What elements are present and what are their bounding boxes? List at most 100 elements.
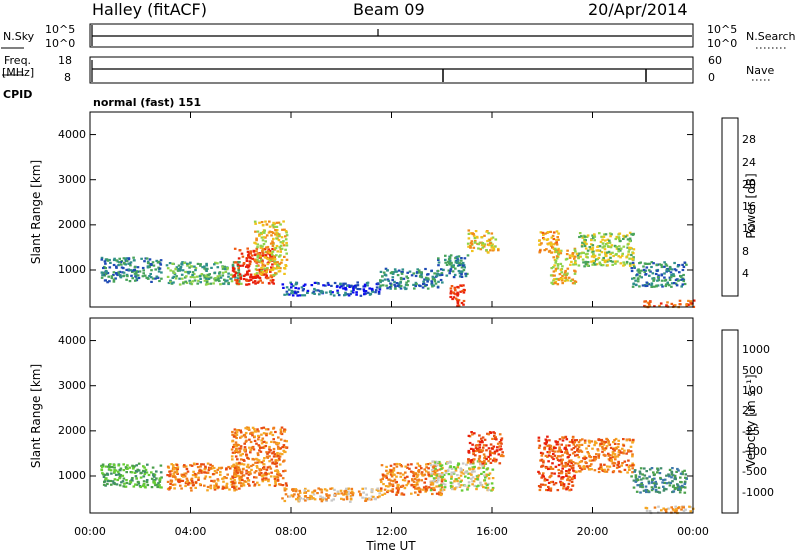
power-cell [381, 275, 384, 278]
power-cell [614, 262, 617, 265]
velocity-cell [217, 486, 220, 489]
velocity-cell [277, 454, 280, 457]
power-cell [314, 289, 318, 292]
power-cell [227, 272, 230, 275]
power-cell [113, 257, 116, 260]
power-cell [451, 291, 455, 294]
velocity-cell [450, 471, 454, 474]
nave-label: Nave [746, 64, 775, 77]
power-cell [381, 279, 384, 282]
velocity-cell [654, 482, 658, 485]
velocity-cell [473, 465, 476, 468]
velocity-cell [617, 460, 620, 463]
power-cell [692, 305, 696, 308]
power-cell [283, 293, 286, 296]
power-cell [578, 235, 581, 239]
velocity-cell [359, 494, 362, 497]
power-cell [276, 263, 279, 266]
power-colorbar-tick-label: 28 [742, 133, 756, 147]
velocity-cell [122, 485, 125, 488]
power-cell [115, 266, 118, 269]
velocity-cell [183, 464, 186, 467]
velocity-cell [660, 509, 663, 512]
power-cell [553, 282, 556, 285]
velocity-cell [571, 461, 575, 464]
power-cell [264, 236, 267, 239]
velocity-cell [271, 452, 274, 455]
power-cell [638, 275, 642, 278]
velocity-cell [552, 457, 555, 461]
power-cell [241, 255, 245, 258]
velocity-cell [258, 468, 262, 471]
velocity-cell [605, 470, 609, 473]
velocity-cell [414, 466, 418, 469]
power-cell [277, 221, 281, 224]
power-cell [274, 272, 277, 275]
velocity-cell [426, 463, 430, 466]
power-cell [611, 260, 614, 263]
power-cell [408, 270, 412, 273]
power-cell [563, 273, 566, 276]
velocity-cell [368, 497, 371, 500]
power-cell [472, 234, 476, 237]
power-ticks [89, 112, 694, 307]
velocity-cell [431, 492, 434, 496]
power-cell [256, 268, 259, 272]
velocity-cell [674, 508, 678, 511]
power-cell [272, 274, 276, 277]
velocity-cell [251, 426, 255, 429]
velocity-cell [411, 471, 414, 474]
velocity-cell [387, 485, 390, 488]
power-cell [462, 299, 466, 303]
velocity-cell [579, 449, 582, 452]
velocity-cell [262, 445, 266, 448]
power-cell [287, 288, 291, 291]
sky-panel-frame [89, 23, 694, 48]
power-cell [104, 258, 108, 261]
power-cell [273, 260, 276, 263]
power-cell [466, 242, 470, 245]
velocity-cell [456, 474, 459, 477]
power-cell [449, 269, 452, 272]
velocity-cell [539, 483, 543, 486]
velocity-cell [469, 447, 473, 450]
velocity-cell [582, 466, 585, 469]
velocity-cell [288, 495, 291, 498]
velocity-cell [571, 439, 574, 442]
velocity-cell [474, 444, 478, 447]
velocity-cell [580, 443, 584, 446]
power-cell [631, 277, 634, 280]
velocity-cell [548, 451, 551, 454]
velocity-cell [142, 480, 146, 483]
power-cell [584, 260, 588, 263]
power-cell [330, 284, 333, 287]
velocity-cell [593, 444, 596, 447]
nave-tick-top: 60 [708, 54, 722, 67]
velocity-cell [663, 487, 666, 490]
power-cell [451, 270, 455, 273]
power-cell [559, 268, 563, 271]
velocity-cell [424, 477, 428, 480]
y-tick-label: 2000 [58, 423, 86, 437]
velocity-cell [552, 483, 556, 486]
velocity-cell [433, 463, 437, 466]
power-cell [673, 268, 677, 271]
power-cell [456, 302, 460, 305]
power-cell [255, 272, 259, 275]
velocity-cell [265, 434, 268, 437]
velocity-cell [193, 472, 197, 476]
velocity-cell [364, 499, 367, 502]
power-cell [677, 264, 680, 267]
power-cell [550, 281, 553, 284]
velocity-cell [325, 498, 328, 501]
velocity-cell [472, 480, 476, 483]
velocity-cell [280, 453, 284, 456]
velocity-cell [542, 472, 545, 475]
power-cell [173, 271, 176, 275]
velocity-cell [558, 450, 562, 453]
power-cell [261, 252, 265, 255]
power-cell [275, 229, 279, 232]
power-cell [265, 270, 268, 273]
power-cell [652, 278, 656, 281]
velocity-cell [607, 452, 610, 455]
